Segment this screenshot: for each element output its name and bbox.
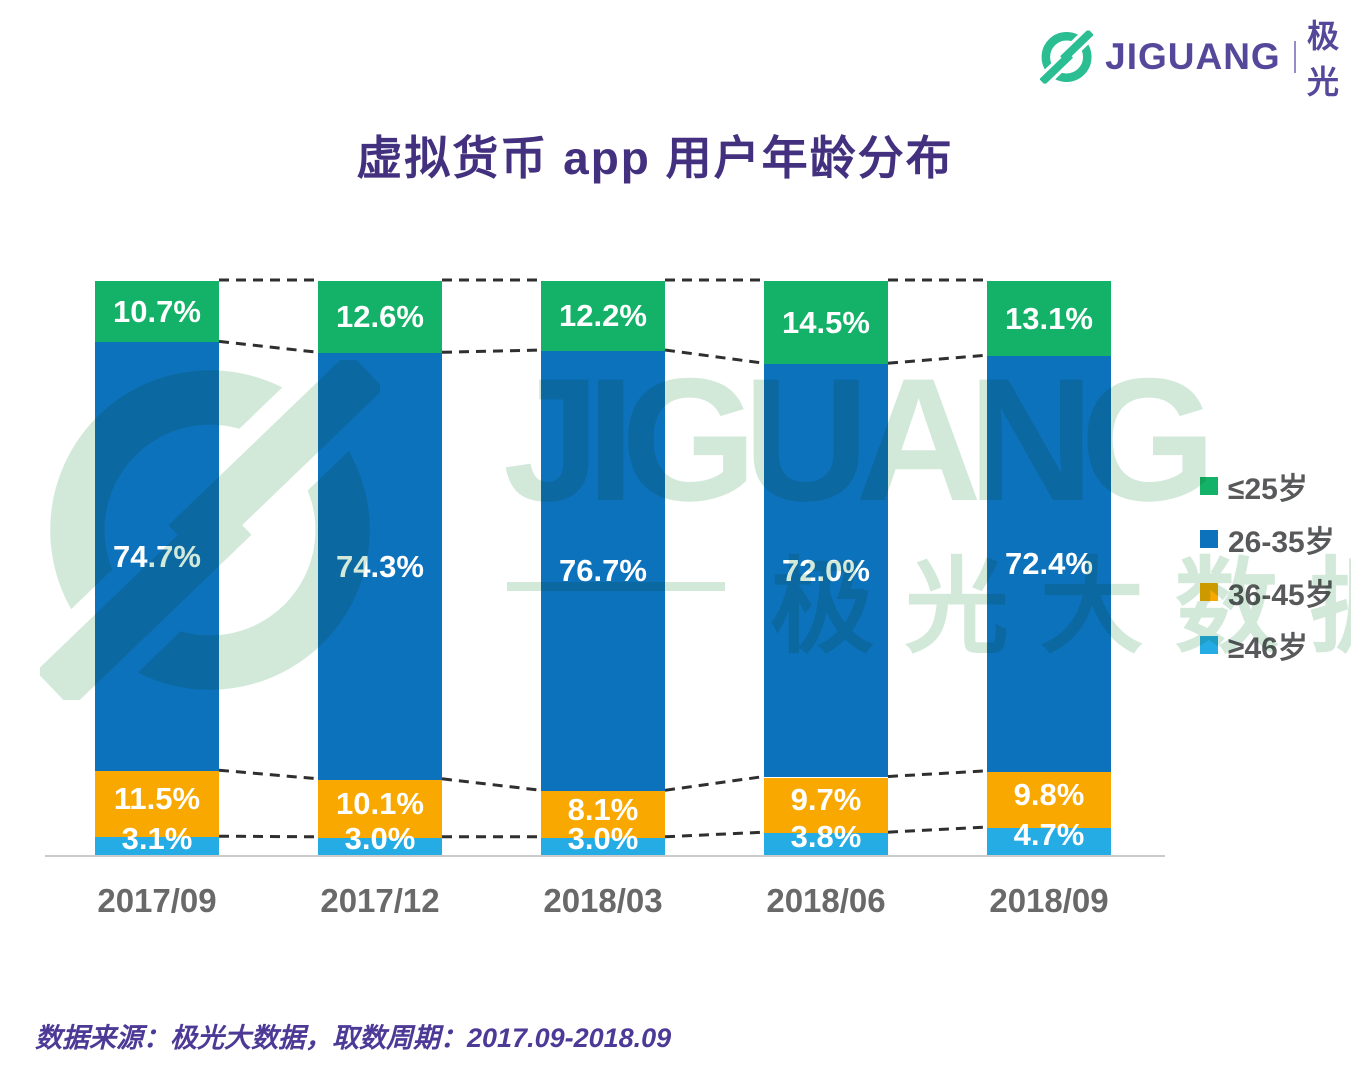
legend-swatch-icon [1200, 583, 1218, 601]
bar-2017/12: 12.6% 74.3% 10.1% 3.0% [318, 281, 442, 856]
value-label: 14.5% [782, 304, 870, 340]
value-label: 72.4% [1005, 545, 1093, 581]
segment-2018/09-26-35岁: 72.4% [987, 356, 1111, 772]
segment-2018/09-≥46岁: 4.7% [987, 817, 1111, 855]
x-axis-line [45, 855, 1165, 857]
segment-2017/09-26-35岁: 74.7% [95, 342, 219, 772]
legend-swatch-icon [1200, 530, 1218, 548]
legend-label: 36-45岁 [1228, 579, 1335, 612]
x-axis-label-2017/09: 2017/09 [97, 882, 217, 919]
segment-2018/06-26-35岁: 72.0% [764, 364, 888, 778]
segment-2018/03-≤25岁: 12.2% [541, 281, 665, 352]
legend-label: 26-35岁 [1228, 526, 1335, 559]
value-label: 10.7% [113, 293, 201, 329]
legend-label: ≥46岁 [1228, 632, 1308, 665]
value-label: 9.7% [790, 782, 862, 818]
chart-title: 虚拟货币 app 用户年龄分布 [356, 132, 954, 184]
segment-2018/09-≤25岁: 13.1% [987, 281, 1111, 357]
legend-swatch-icon [1200, 636, 1218, 654]
segment-2018/03-36-45岁: 8.1% [541, 791, 665, 838]
legend-item-≥46岁: ≥46岁 [1200, 629, 1335, 665]
value-label: 3.1% [121, 821, 193, 857]
bar-2017/09: 10.7% 74.7% 11.5% 3.1% [95, 281, 219, 856]
legend-item-36-45岁: 36-45岁 [1200, 576, 1335, 612]
chart-legend: ≤25岁 26-35岁 36-45岁 ≥46岁 [1200, 470, 1335, 682]
segment-2018/06-≥46岁: 3.8% [764, 819, 888, 855]
value-label: 3.0% [567, 821, 639, 857]
bar-2018/09: 13.1% 72.4% 9.8% 4.7% [987, 281, 1111, 855]
segment-2018/06-≤25岁: 14.5% [764, 281, 888, 365]
brand-name-cn: 极光 [1306, 18, 1341, 100]
segment-2018/03-≥46岁: 3.0% [541, 821, 665, 856]
segment-2017/09-36-45岁: 11.5% [95, 771, 219, 838]
segment-2017/12-≥46岁: 3.0% [318, 821, 442, 856]
value-label: 74.3% [336, 548, 424, 584]
segment-2018/06-36-45岁: 9.7% [764, 777, 888, 834]
x-axis-label-2017/12: 2017/12 [320, 882, 440, 919]
bar-2018/03: 12.2% 76.7% 8.1% 3.0% [541, 281, 665, 856]
value-label: 3.0% [344, 821, 416, 857]
segment-2017/12-26-35岁: 74.3% [318, 353, 442, 780]
segment-2017/09-≥46岁: 3.1% [95, 821, 219, 856]
value-label: 4.7% [1013, 816, 1085, 852]
segment-2017/09-≤25岁: 10.7% [95, 281, 219, 343]
x-axis-label-2018/03: 2018/03 [543, 882, 663, 919]
x-axis-label-2018/06: 2018/06 [766, 882, 886, 919]
segment-2018/09-36-45岁: 9.8% [987, 771, 1111, 829]
segment-2017/12-36-45岁: 10.1% [318, 779, 442, 838]
header-brand: JIGUANG 极光 [1040, 18, 1351, 100]
value-label: 74.7% [113, 538, 201, 574]
legend-label: ≤25岁 [1228, 473, 1308, 506]
legend-item-26-35岁: 26-35岁 [1200, 523, 1335, 559]
value-label: 12.2% [559, 298, 647, 333]
value-label: 3.8% [790, 819, 862, 855]
legend-swatch-icon [1200, 477, 1218, 495]
x-axis-label-2018/09: 2018/09 [989, 882, 1109, 919]
brand-name-en: JIGUANG [1105, 36, 1281, 77]
value-label: 12.6% [336, 299, 424, 335]
value-label: 9.8% [1013, 776, 1085, 812]
legend-item-≤25岁: ≤25岁 [1200, 470, 1335, 506]
value-label: 72.0% [782, 552, 870, 588]
value-label: 76.7% [559, 553, 647, 589]
segment-2018/03-26-35岁: 76.7% [541, 351, 665, 792]
footer-notes: 数据来源：极光大数据，取数周期：2017.09-2018.09 该统计结果仅含独… [35, 943, 1041, 1080]
brand-divider [1293, 41, 1296, 73]
value-label: 11.5% [113, 781, 201, 817]
value-label: 13.1% [1005, 300, 1093, 336]
value-label: 10.1% [336, 785, 424, 821]
bar-2018/06: 14.5% 72.0% 9.7% 3.8% [764, 281, 888, 855]
value-label: 8.1% [567, 791, 639, 827]
segment-2017/12-≤25岁: 12.6% [318, 281, 442, 354]
footer-line-source: 数据来源：极光大数据，取数周期：2017.09-2018.09 [35, 1023, 672, 1053]
